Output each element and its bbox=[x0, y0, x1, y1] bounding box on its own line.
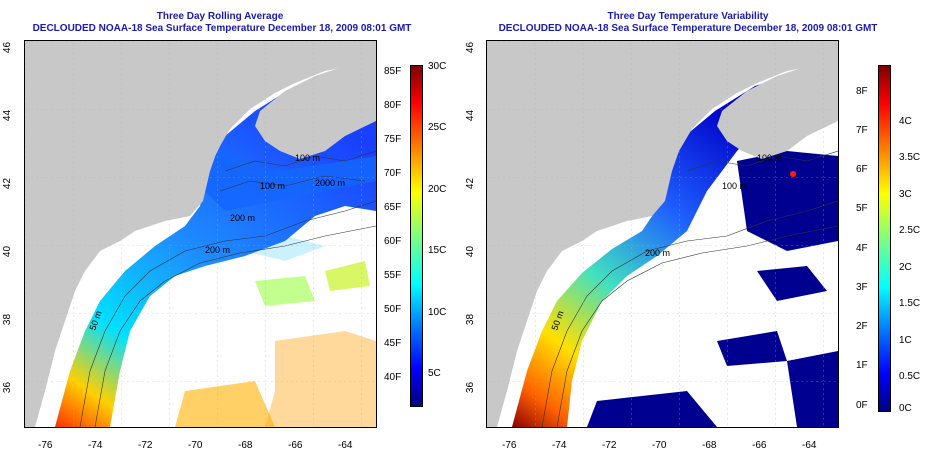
colorbar-label: 6F bbox=[856, 164, 868, 175]
y-tick-label: 44 bbox=[2, 109, 14, 122]
panel2-colorbar bbox=[878, 65, 891, 412]
colorbar-label: 0C bbox=[899, 403, 912, 414]
contour-label: 100 m bbox=[295, 153, 320, 163]
contour-label: 200 m bbox=[230, 213, 255, 223]
panel2-map: 100 m 100 m 200 m 50 m bbox=[486, 40, 839, 428]
x-tick-label: -76 bbox=[38, 440, 53, 451]
contour-label: 2000 m bbox=[315, 178, 345, 188]
colorbar-label: 5F bbox=[856, 203, 868, 214]
y-tick-label: 36 bbox=[2, 381, 14, 394]
colorbar-label: 3F bbox=[856, 282, 868, 293]
y-tick-label: 40 bbox=[465, 245, 477, 258]
colorbar-label: 7F bbox=[856, 125, 868, 136]
x-tick-label: -72 bbox=[138, 440, 153, 451]
colorbar-label: 55F bbox=[384, 270, 402, 281]
colorbar-label: 50F bbox=[384, 304, 402, 315]
y-tick-label: 42 bbox=[465, 177, 477, 190]
y-tick-label: 38 bbox=[2, 313, 14, 326]
colorbar-label: 30C bbox=[428, 61, 447, 72]
colorbar-label: 25C bbox=[428, 122, 447, 133]
colorbar-label: 45F bbox=[384, 338, 402, 349]
y-tick-label: 46 bbox=[2, 41, 14, 54]
colorbar-label: 4C bbox=[899, 116, 912, 127]
x-tick-label: -66 bbox=[288, 440, 303, 451]
colorbar-label: 70F bbox=[384, 168, 402, 179]
y-tick-label: 38 bbox=[465, 313, 477, 326]
x-tick-label: -68 bbox=[702, 440, 717, 451]
y-tick-label: 42 bbox=[2, 177, 14, 190]
x-tick-label: -70 bbox=[188, 440, 203, 451]
panel1-subtitle: DECLOUDED NOAA-18 Sea Surface Temperatur… bbox=[32, 23, 412, 34]
colorbar-label: 1C bbox=[899, 335, 912, 346]
panel2-title: Three Day Temperature Variability bbox=[607, 11, 769, 22]
colorbar-label: 20C bbox=[428, 184, 447, 195]
y-tick-label: 36 bbox=[465, 381, 477, 394]
x-tick-label: -68 bbox=[238, 440, 253, 451]
panel1-map: 100 m 100 m 200 m 200 m 50 m 2000 m bbox=[24, 40, 377, 428]
contour-label: 100 m bbox=[260, 181, 285, 191]
colorbar-label: 15C bbox=[428, 245, 447, 256]
colorbar-label: 2F bbox=[856, 321, 868, 332]
x-tick-label: -64 bbox=[338, 440, 353, 451]
colorbar-label: 1F bbox=[856, 360, 868, 371]
x-tick-label: -66 bbox=[752, 440, 767, 451]
y-tick-label: 46 bbox=[465, 41, 477, 54]
colorbar-label: 85F bbox=[384, 66, 402, 77]
colorbar-label: 80F bbox=[384, 100, 402, 111]
colorbar-label: 4F bbox=[856, 243, 868, 254]
contour-label: 200 m bbox=[205, 245, 230, 255]
panel1-colorbar bbox=[410, 65, 423, 407]
colorbar-label: 5C bbox=[428, 368, 441, 379]
colorbar-label: 40F bbox=[384, 372, 402, 383]
contour-label: 100 m bbox=[757, 153, 782, 163]
contour-label: 200 m bbox=[645, 248, 670, 258]
colorbar-label: 0F bbox=[856, 400, 868, 411]
x-tick-label: -64 bbox=[802, 440, 817, 451]
x-tick-label: -74 bbox=[88, 440, 103, 451]
colorbar-label: 75F bbox=[384, 134, 402, 145]
panel1-map-svg: 100 m 100 m 200 m 200 m 50 m 2000 m bbox=[25, 41, 376, 427]
x-tick-label: -72 bbox=[602, 440, 617, 451]
colorbar-label: 1.5C bbox=[899, 298, 921, 309]
colorbar-label: 3C bbox=[899, 189, 912, 200]
colorbar-label: 10C bbox=[428, 307, 447, 318]
panel2-subtitle: DECLOUDED NOAA-18 Sea Surface Temperatur… bbox=[498, 23, 878, 34]
colorbar-label: 65F bbox=[384, 202, 402, 213]
y-tick-label: 44 bbox=[465, 109, 477, 122]
panel2-map-svg: 100 m 100 m 200 m 50 m bbox=[487, 41, 838, 427]
contour-label: 100 m bbox=[722, 181, 747, 191]
panel1-title: Three Day Rolling Average bbox=[156, 11, 284, 22]
colorbar-label: 3.5C bbox=[899, 152, 921, 163]
x-tick-label: -76 bbox=[502, 440, 517, 451]
x-tick-label: -70 bbox=[652, 440, 667, 451]
x-tick-label: -74 bbox=[552, 440, 567, 451]
colorbar-label: 2C bbox=[899, 262, 912, 273]
colorbar-label: 60F bbox=[384, 236, 402, 247]
y-tick-label: 40 bbox=[2, 245, 14, 258]
colorbar-label: 0.5C bbox=[899, 371, 921, 382]
colorbar-label: 2.5C bbox=[899, 225, 921, 236]
colorbar-label: 8F bbox=[856, 86, 868, 97]
